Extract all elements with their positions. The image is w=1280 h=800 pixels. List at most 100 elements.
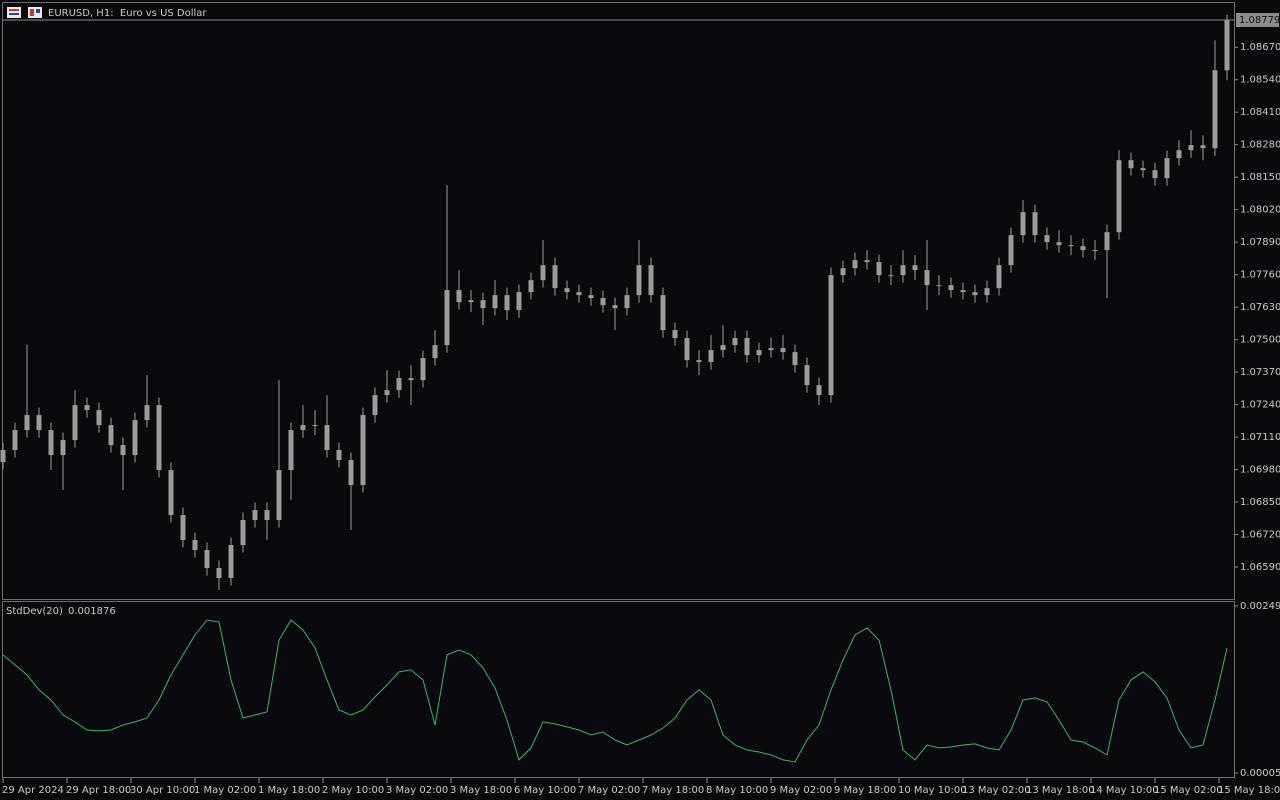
x-tick-label: 14 May 10:00 bbox=[1090, 785, 1159, 796]
candle-body bbox=[624, 295, 630, 309]
candle-body bbox=[768, 348, 774, 351]
candle-body bbox=[420, 358, 426, 381]
candle-body bbox=[948, 285, 954, 291]
x-tick-label: 15 May 18:00 bbox=[1218, 785, 1280, 796]
y-tick-label: 1.07370 bbox=[1240, 367, 1280, 378]
candle-body bbox=[1224, 20, 1230, 71]
x-tick-label: 2 May 10:00 bbox=[322, 785, 384, 796]
candle-body bbox=[192, 540, 198, 551]
chart-title: EURUSD, H1: Euro vs US Dollar bbox=[48, 8, 207, 19]
candle-body bbox=[684, 338, 690, 361]
x-tick-label: 8 May 10:00 bbox=[706, 785, 768, 796]
candle-body bbox=[348, 460, 354, 486]
candle-body bbox=[156, 405, 162, 471]
x-tick-label: 9 May 18:00 bbox=[834, 785, 896, 796]
last-price-label: 1.08779 bbox=[1239, 15, 1280, 26]
candle-body bbox=[24, 415, 30, 431]
x-tick-label: 29 Apr 2024 bbox=[2, 785, 64, 796]
y-tick-label: 1.08410 bbox=[1240, 107, 1280, 118]
candle-body bbox=[1032, 212, 1038, 236]
candle-body bbox=[708, 350, 714, 363]
candle-body bbox=[600, 298, 606, 306]
candle-body bbox=[504, 295, 510, 311]
candle-body bbox=[888, 275, 894, 277]
candle-body bbox=[516, 292, 522, 311]
candle-body bbox=[216, 568, 222, 579]
candle-body bbox=[696, 360, 702, 363]
y-tick-label: 1.07110 bbox=[1240, 432, 1280, 443]
candle-body bbox=[84, 405, 90, 411]
candle-body bbox=[96, 410, 102, 426]
x-tick-label: 3 May 18:00 bbox=[450, 785, 512, 796]
candle-body bbox=[12, 430, 18, 451]
y-tick-label: 1.06590 bbox=[1240, 562, 1280, 573]
candle-body bbox=[936, 285, 942, 287]
candle-body bbox=[492, 295, 498, 309]
candle-body bbox=[1056, 242, 1062, 246]
candle-body bbox=[1152, 170, 1158, 179]
candle-body bbox=[756, 350, 762, 356]
indicator-line bbox=[2, 619, 1228, 763]
candle-body bbox=[60, 440, 66, 456]
candle-body bbox=[264, 510, 270, 521]
candle-body bbox=[240, 520, 246, 546]
menu-icon[interactable] bbox=[7, 7, 21, 18]
y-tick-label: 1.08020 bbox=[1240, 205, 1280, 216]
y-tick-label: 1.06720 bbox=[1240, 530, 1280, 541]
candle-body bbox=[456, 290, 462, 303]
icon-box bbox=[7, 7, 21, 18]
candle-body bbox=[48, 430, 54, 456]
candle-body bbox=[828, 275, 834, 396]
candle-body bbox=[444, 290, 450, 346]
icon-box bbox=[28, 7, 42, 18]
candle-body bbox=[132, 420, 138, 456]
y-tick-label: 1.07630 bbox=[1240, 302, 1280, 313]
candle-body bbox=[924, 270, 930, 286]
candle-body bbox=[0, 450, 6, 463]
x-tick-label: 10 May 10:00 bbox=[898, 785, 967, 796]
y-tick-label: 1.08670 bbox=[1240, 42, 1280, 53]
candle-body bbox=[912, 265, 918, 271]
candle-body bbox=[984, 288, 990, 296]
candle-body bbox=[204, 550, 210, 569]
candle-body bbox=[816, 385, 822, 396]
indicator-value: 0.001876 bbox=[68, 606, 116, 617]
candle-body bbox=[732, 338, 738, 346]
y-tick-label: 1.08150 bbox=[1240, 172, 1280, 183]
candle-body bbox=[1200, 145, 1206, 149]
candle-body bbox=[720, 345, 726, 351]
y-tick-label: 1.06980 bbox=[1240, 465, 1280, 476]
y-tick-label: 1.08280 bbox=[1240, 140, 1280, 151]
candle-body bbox=[1188, 145, 1194, 151]
candle-body bbox=[252, 510, 258, 521]
chart-icon[interactable] bbox=[28, 7, 42, 18]
candle-body bbox=[804, 365, 810, 386]
candle-body bbox=[408, 378, 414, 381]
last-price-box bbox=[1236, 13, 1279, 27]
x-tick-label: 7 May 18:00 bbox=[642, 785, 704, 796]
y-tick-label: 1.07500 bbox=[1240, 335, 1280, 346]
candle-body bbox=[1092, 250, 1098, 252]
candle-body bbox=[468, 300, 474, 303]
candle-body bbox=[432, 345, 438, 359]
candle-body bbox=[852, 260, 858, 269]
candle-body bbox=[144, 405, 150, 421]
candle-body bbox=[108, 425, 114, 446]
candle-body bbox=[552, 265, 558, 289]
x-tick-label: 13 May 02:00 bbox=[962, 785, 1031, 796]
y-tick-label: 1.08540 bbox=[1240, 75, 1280, 86]
main-pane-border bbox=[2, 2, 1235, 600]
candle-body bbox=[672, 330, 678, 339]
candle-body bbox=[312, 425, 318, 427]
candle-body bbox=[324, 425, 330, 451]
x-tick-label: 9 May 02:00 bbox=[770, 785, 832, 796]
x-tick-label: 30 Apr 10:00 bbox=[130, 785, 195, 796]
candle-body bbox=[1068, 245, 1074, 247]
candle-body bbox=[528, 280, 534, 293]
candle-body bbox=[1116, 160, 1122, 233]
candle-body bbox=[996, 265, 1002, 289]
candle-body bbox=[396, 378, 402, 391]
y-tick-label: 0.000053 bbox=[1240, 768, 1280, 779]
